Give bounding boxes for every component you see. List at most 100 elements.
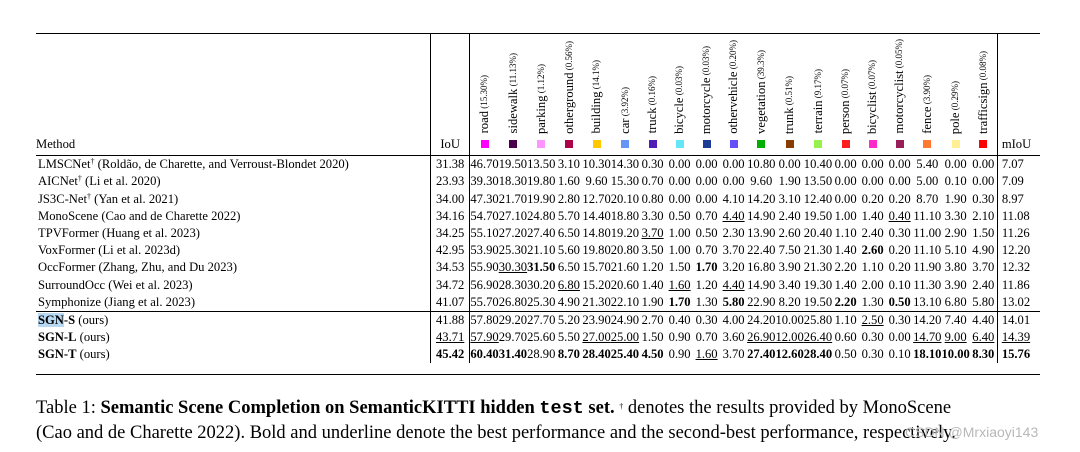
category-header-otherground: otherground (0.56%) bbox=[555, 33, 582, 156]
value: 0.00 bbox=[834, 157, 857, 172]
value: 27.40 bbox=[747, 347, 776, 362]
value: 6.50 bbox=[557, 226, 580, 241]
class-iou-cell: 2.60 bbox=[859, 242, 886, 259]
category-name: car bbox=[617, 118, 632, 134]
class-iou-cell: 2.40 bbox=[859, 225, 886, 242]
method-citation: (Li et al. 2020) bbox=[81, 174, 161, 189]
value: 14.40 bbox=[582, 208, 611, 223]
category-header-person: person (0.07%) bbox=[832, 33, 859, 156]
value: 22.90 bbox=[747, 294, 776, 309]
miou-header: mIoU bbox=[996, 33, 1040, 156]
category-color-swatch bbox=[702, 140, 711, 149]
table-row: OccFormer (Zhang, Zhu, and Du 2023) 34.53… bbox=[36, 259, 1040, 277]
method-cell: SurroundOcc (Wei et al. 2023) bbox=[36, 276, 430, 293]
value: 12.00 bbox=[775, 330, 804, 345]
category-pct: (9.17%) bbox=[812, 69, 823, 101]
value: 24.20 bbox=[747, 312, 776, 327]
class-iou-cell: 1.60 bbox=[555, 173, 582, 190]
value: 0.50 bbox=[888, 294, 911, 309]
value: 19.50 bbox=[498, 157, 528, 172]
value: 1.60 bbox=[557, 174, 580, 189]
value: 19.30 bbox=[803, 277, 833, 292]
value: 12.40 bbox=[803, 191, 833, 206]
category-color-swatch bbox=[648, 140, 657, 149]
class-iou-cell: 0.30 bbox=[970, 190, 998, 207]
method-cell: JS3C-Net† (Yan et al. 2021) bbox=[36, 190, 430, 207]
value: 14.80 bbox=[582, 226, 611, 241]
class-iou-cell: 21.60 bbox=[611, 259, 639, 276]
class-iou-cell: 11.90 bbox=[913, 259, 941, 276]
value: 31.38 bbox=[435, 157, 465, 172]
class-iou-cell: 28.90 bbox=[527, 346, 555, 363]
value: 4.40 bbox=[722, 277, 745, 292]
value: 46.70 bbox=[470, 157, 499, 172]
class-iou-cell: 9.60 bbox=[582, 173, 610, 190]
class-iou-cell: 1.60 bbox=[666, 276, 693, 293]
value: 2.40 bbox=[972, 277, 995, 292]
category-header-bicycle: bicycle (0.03%) bbox=[666, 33, 693, 156]
category-pct: (1.12%) bbox=[535, 63, 546, 96]
value: 2.30 bbox=[722, 226, 745, 241]
miou-cell: 8.97 bbox=[996, 190, 1040, 208]
category-color-swatch bbox=[895, 140, 904, 149]
value: 0.00 bbox=[944, 157, 967, 172]
category-name: bicyclist bbox=[865, 91, 880, 134]
value: 22.10 bbox=[610, 294, 640, 309]
class-iou-cell: 19.20 bbox=[611, 225, 639, 242]
method-name: SGN-S bbox=[38, 312, 76, 327]
class-iou-cell: 0.30 bbox=[859, 346, 886, 363]
miou-cell: 11.26 bbox=[996, 224, 1040, 242]
value: 3.60 bbox=[722, 330, 745, 345]
value: 6.50 bbox=[557, 260, 580, 275]
class-iou-cell: 1.30 bbox=[693, 294, 720, 312]
category-label: person (0.07%) bbox=[838, 69, 852, 134]
class-iou-cell: 3.10 bbox=[775, 190, 803, 207]
class-iou-cell: 15.70 bbox=[582, 259, 610, 276]
value: 1.40 bbox=[861, 208, 884, 223]
table-row: MonoScene (Cao and de Charette 2022) 34.1… bbox=[36, 207, 1040, 225]
class-iou-cell: 2.40 bbox=[970, 276, 998, 293]
class-iou-cell: 0.50 bbox=[693, 225, 720, 242]
category-pct: (0.07%) bbox=[867, 59, 878, 92]
class-iou-cell: 6.80 bbox=[941, 294, 969, 312]
value: 26.40 bbox=[803, 330, 833, 345]
value: 8.20 bbox=[778, 294, 801, 309]
category-pct: (0.20%) bbox=[728, 40, 739, 72]
method-name: VoxFormer bbox=[38, 243, 96, 258]
class-iou-cell: 3.30 bbox=[941, 208, 969, 225]
class-iou-cell: 0.00 bbox=[666, 190, 693, 207]
class-iou-cell: 2.60 bbox=[775, 225, 803, 242]
category-name: parking bbox=[533, 95, 548, 134]
caption-text1: denotes the results provided by MonoScen… bbox=[623, 398, 952, 418]
value: 15.20 bbox=[582, 277, 611, 292]
value: 0.00 bbox=[722, 174, 745, 189]
class-iou-cell: 0.40 bbox=[886, 208, 913, 225]
class-iou-cell: 2.70 bbox=[639, 310, 667, 329]
value: 0.00 bbox=[722, 157, 745, 172]
class-iou-cell: 18.10 bbox=[913, 346, 941, 363]
class-iou-cell: 1.40 bbox=[859, 208, 886, 225]
class-iou-cell: 12.40 bbox=[804, 190, 832, 207]
table-bottom-rule bbox=[36, 374, 1040, 375]
value: 1.10 bbox=[834, 226, 857, 241]
value: 1.10 bbox=[834, 312, 857, 327]
category-header-motorcyclist: motorcyclist (0.05%) bbox=[886, 33, 913, 156]
class-iou-cell: 0.70 bbox=[693, 208, 720, 225]
class-iou-cell: 19.90 bbox=[527, 190, 555, 207]
class-iou-cell: 1.10 bbox=[832, 225, 859, 242]
value: 27.40 bbox=[527, 226, 556, 241]
class-iou-cell: 4.40 bbox=[720, 276, 747, 293]
value: 0.00 bbox=[834, 191, 857, 206]
class-iou-cell: 3.50 bbox=[639, 242, 666, 259]
value: 21.30 bbox=[803, 260, 833, 275]
category-header-terrain: terrain (9.17%) bbox=[804, 33, 832, 156]
category-label: car (3.92%) bbox=[617, 87, 632, 134]
value: 0.10 bbox=[888, 347, 911, 362]
value: 21.30 bbox=[582, 294, 611, 309]
class-iou-cell: 0.00 bbox=[886, 329, 913, 346]
category-header-trafficsign: trafficsign (0.08%) bbox=[970, 33, 998, 156]
value: 41.07 bbox=[435, 294, 465, 309]
value: 3.20 bbox=[722, 260, 745, 275]
value: 3.70 bbox=[722, 347, 745, 362]
value: 28.40 bbox=[803, 347, 833, 362]
